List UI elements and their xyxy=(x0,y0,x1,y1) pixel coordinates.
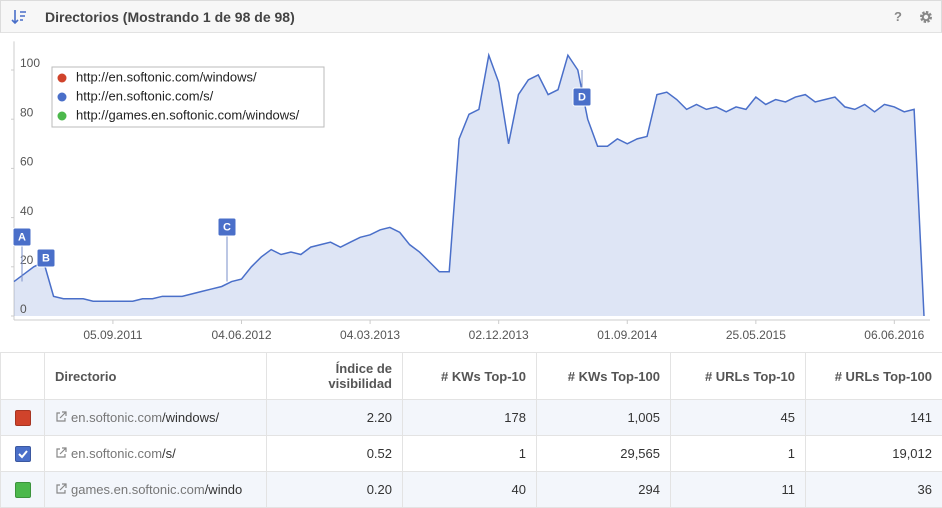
legend-marker xyxy=(57,73,67,83)
row-checkbox[interactable] xyxy=(14,481,31,498)
metric-cell: 11 xyxy=(670,471,806,508)
row-checkbox[interactable] xyxy=(14,445,31,462)
header-cell xyxy=(0,352,45,400)
metric-cell: 0.52 xyxy=(266,435,403,472)
legend-label: http://en.softonic.com/windows/ xyxy=(76,69,257,84)
panel-header: Directorios (Mostrando 1 de 98 de 98) ? xyxy=(0,0,942,33)
settings-button[interactable] xyxy=(919,10,933,24)
x-tick-label: 05.09.2011 xyxy=(83,328,142,342)
y-tick-label: 40 xyxy=(20,204,34,218)
legend-label: http://en.softonic.com/s/ xyxy=(76,88,214,103)
sort-icon[interactable] xyxy=(11,9,27,25)
y-tick-label: 100 xyxy=(20,56,40,70)
directory-path: /windows/ xyxy=(162,410,220,425)
flag xyxy=(572,87,592,107)
row-checkbox[interactable] xyxy=(14,409,31,426)
metric-cell: 1 xyxy=(670,435,806,472)
metric-cell: 19,012 xyxy=(805,435,942,472)
header-cell: # URLs Top-100 xyxy=(805,352,942,400)
directory-domain: en.softonic.com xyxy=(71,446,163,461)
external-link-icon[interactable] xyxy=(55,447,67,459)
x-tick-label: 01.09.2014 xyxy=(597,328,657,342)
external-link-icon[interactable] xyxy=(55,483,67,495)
checkbox-cell xyxy=(0,399,45,436)
metric-cell: 1,005 xyxy=(536,399,671,436)
metric-cell: 45 xyxy=(670,399,806,436)
x-tick-label: 04.06.2012 xyxy=(211,328,271,342)
directory-cell: en.softonic.com/s/ xyxy=(44,435,267,472)
header-cell: # URLs Top-10 xyxy=(670,352,806,400)
flag-label: A xyxy=(18,231,26,243)
chart: 0 20 40 60 80 100 05.09.2011 04.06.2012 04.03.20… xyxy=(11,41,930,342)
x-tick-label: 04.03.2013 xyxy=(340,328,400,342)
help-button[interactable]: ? xyxy=(894,9,902,24)
series-area xyxy=(14,55,924,317)
flag-label: B xyxy=(42,252,50,264)
table-row: games.en.softonic.com/windo 0.20 40 294 11 36 xyxy=(0,471,942,508)
y-tick-label: 80 xyxy=(20,105,34,119)
metric-cell: 2.20 xyxy=(266,399,403,436)
header-cell: Índice de visibilidad xyxy=(266,352,403,400)
checkbox-cell xyxy=(0,471,45,508)
metric-cell: 29,565 xyxy=(536,435,671,472)
check-mark xyxy=(17,450,28,459)
header-cell: # KWs Top-100 xyxy=(536,352,671,400)
metric-cell: 0.20 xyxy=(266,471,403,508)
table-row: en.softonic.com/windows/2.20 178 1,005 45 14… xyxy=(0,399,942,436)
flag xyxy=(36,248,56,268)
metric-cell: 36 xyxy=(805,471,942,508)
directory-domain: games.en.softonic.com xyxy=(71,482,205,497)
flag-label: C xyxy=(223,221,231,233)
external-link-icon[interactable] xyxy=(55,411,67,423)
metric-cell: 178 xyxy=(402,399,537,436)
panel-title: Directorios (Mostrando 1 de 98 de 98) xyxy=(45,9,295,25)
directory-path: /windo xyxy=(204,482,243,497)
x-tick-label: 06.06.2016 xyxy=(864,328,924,342)
header-cell: # KWs Top-10 xyxy=(402,352,537,400)
table-header: Directorio Índice de visibilidad # KWs Top… xyxy=(0,352,942,400)
metric-cell: 141 xyxy=(805,399,942,436)
legend-marker xyxy=(57,111,67,121)
directory-table: Directorio Índice de visibilidad # KWs Top… xyxy=(0,352,942,508)
legend-marker xyxy=(57,92,67,102)
y-tick-label: 60 xyxy=(20,155,34,169)
directory-cell: games.en.softonic.com/windo xyxy=(44,471,267,508)
directory-domain: en.softonic.com xyxy=(71,410,163,425)
header-cell: Directorio xyxy=(44,352,267,400)
metric-cell: 40 xyxy=(402,471,537,508)
checkbox-cell xyxy=(0,435,45,472)
flag-label: D xyxy=(578,91,586,103)
directory-path: /s/ xyxy=(162,446,176,461)
series-line xyxy=(13,52,925,317)
legend-label: http://games.en.softonic.com/windows/ xyxy=(76,107,300,122)
directory-cell: en.softonic.com/windows/ xyxy=(44,399,267,436)
table-row: en.softonic.com/s/0.52 1 29,565 1 19,012 xyxy=(0,435,942,472)
flag xyxy=(12,227,32,247)
metric-cell: 1 xyxy=(402,435,537,472)
x-tick-label: 25.05.2015 xyxy=(726,328,786,342)
y-tick-label: 0 xyxy=(20,302,27,316)
legend-box xyxy=(51,66,325,128)
y-tick-label: 20 xyxy=(20,253,34,267)
flag xyxy=(217,217,237,237)
metric-cell: 294 xyxy=(536,471,671,508)
x-tick-label: 02.12.2013 xyxy=(469,328,529,342)
